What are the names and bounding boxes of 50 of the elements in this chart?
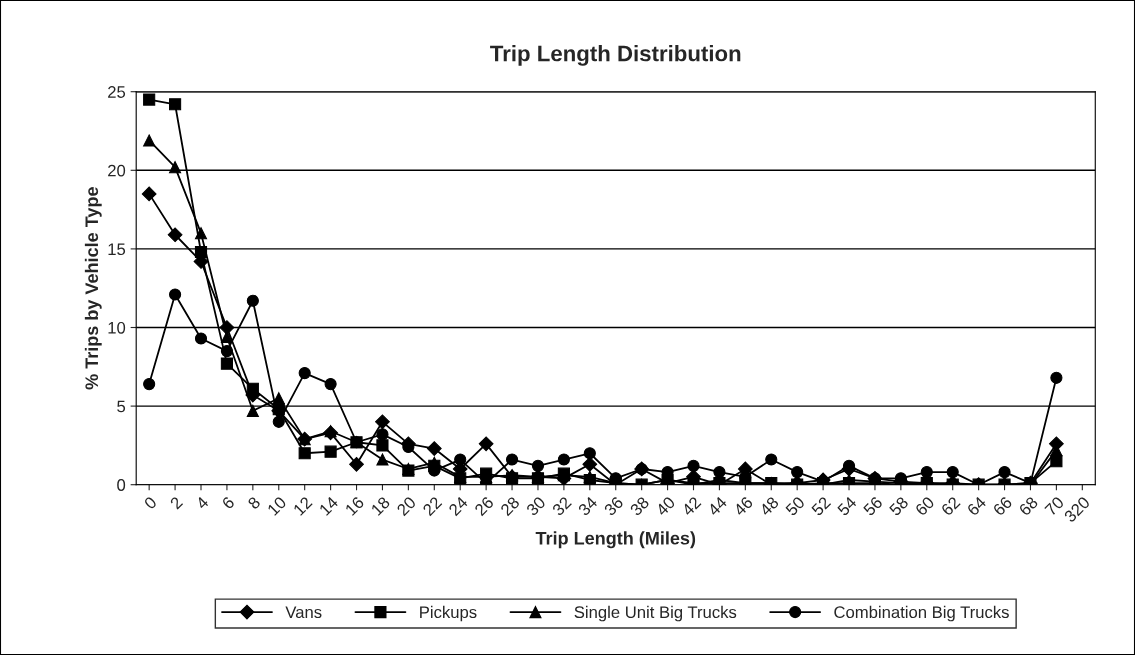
x-tick-label: 58 [888, 495, 910, 517]
y-tick-label: 0 [117, 479, 126, 491]
x-tick-label: 36 [603, 495, 624, 517]
x-tick-label: 28 [499, 495, 521, 517]
x-tick-label: 62 [940, 496, 961, 517]
y-tick-label: 10 [108, 321, 126, 334]
x-tick-label: 50 [784, 495, 806, 517]
x-tick-label: 30 [525, 495, 547, 517]
x-tick-label: 52 [810, 496, 832, 517]
x-tick-label: 34 [577, 495, 599, 517]
x-tick-label: 6 [221, 495, 236, 510]
y-tick-label: 20 [108, 164, 126, 177]
x-tick-label: 24 [448, 495, 469, 517]
x-tick-label: 56 [862, 495, 884, 517]
x-tick-label: 54 [836, 495, 858, 517]
x-tick-label: 20 [396, 495, 417, 517]
y-axis-title: % Trips by Vehicle Type [84, 187, 102, 390]
x-tick-label: 0 [143, 495, 158, 510]
y-tick-label: 25 [108, 86, 126, 98]
x-tick-label: 22 [422, 496, 443, 517]
y-tick-label: 15 [108, 243, 126, 256]
x-tick-label: 2 [169, 496, 184, 510]
legend-label: Combination Big Trucks [834, 605, 1009, 622]
x-tick-label: 18 [370, 495, 391, 516]
x-tick-label: 8 [247, 495, 261, 510]
y-tick-label: 5 [117, 400, 126, 413]
chart-title: Trip Length Distribution [490, 45, 741, 66]
x-tick-label: 44 [707, 495, 728, 517]
x-tick-label: 4 [195, 495, 210, 510]
x-tick-label: 60 [914, 495, 935, 517]
x-tick-label: 70 [1044, 495, 1065, 517]
x-tick-label: 16 [344, 495, 365, 516]
x-tick-label: 48 [758, 495, 780, 517]
x-tick-label: 14 [318, 495, 339, 516]
x-tick-label: 26 [473, 495, 495, 517]
x-tick-label: 38 [629, 495, 650, 517]
x-axis-title: Trip Length (Miles) [535, 531, 696, 549]
x-tick-label: 32 [551, 496, 572, 517]
x-tick-label: 10 [266, 495, 287, 516]
legend-label: Single Unit Big Trucks [574, 605, 737, 622]
legend-label: Pickups [420, 605, 477, 622]
x-tick-label: 66 [992, 495, 1013, 517]
x-tick-label: 42 [680, 496, 702, 517]
x-tick-label: 40 [655, 495, 676, 517]
x-tick-label: 320 [1063, 495, 1091, 523]
x-tick-label: 68 [1018, 495, 1039, 517]
x-tick-label: 46 [732, 495, 754, 517]
x-tick-label: 64 [966, 495, 987, 517]
legend-label: Vans [285, 606, 322, 619]
x-tick-label: 12 [292, 496, 313, 516]
